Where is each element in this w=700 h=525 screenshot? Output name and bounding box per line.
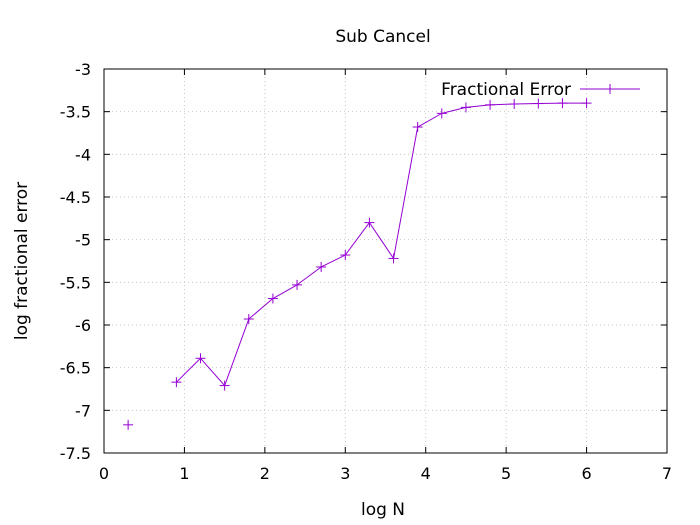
legend-marker-plus	[605, 84, 615, 94]
data-point	[243, 314, 254, 325]
data-point	[219, 380, 230, 391]
legend-marker	[605, 84, 615, 94]
y-tick-label: -3.5	[60, 103, 91, 122]
series-line-segment	[441, 106, 467, 114]
series-line-segment	[344, 222, 370, 256]
y-tick-label: -3	[75, 60, 91, 79]
y-tick-label: -4.5	[60, 188, 91, 207]
y-tick-label: -5	[75, 231, 91, 250]
tick-labels: 0 1 2 3 4 5 6 7 -3 -3.5 -4 -4.5 -5 -5.5 -6 -6.5 -7 -7.5	[60, 60, 672, 483]
x-tick-label: 7	[662, 464, 672, 483]
x-tick-label: 6	[581, 464, 591, 483]
x-tick-label: 1	[179, 464, 189, 483]
data-point	[436, 108, 447, 119]
series-line-segment	[417, 112, 443, 128]
series-line-segment	[224, 318, 250, 386]
y-tick-label: -7.5	[60, 444, 91, 463]
x-tick-label: 0	[99, 464, 109, 483]
data-point	[509, 98, 520, 109]
legend: Fractional Error	[441, 80, 640, 100]
x-tick-label: 3	[340, 464, 350, 483]
data-point	[340, 250, 351, 261]
data-point	[557, 98, 568, 109]
x-tick-label: 4	[421, 464, 431, 483]
y-tick-label: -7	[75, 401, 91, 420]
y-tick-label: -6	[75, 316, 91, 335]
y-tick-label: -5.5	[60, 273, 91, 292]
data-point	[316, 261, 327, 272]
data-point	[267, 293, 278, 304]
data-point	[460, 102, 471, 113]
y-tick-label: -6.5	[60, 359, 91, 378]
data-point	[485, 99, 496, 110]
y-tick-label: -4	[75, 145, 91, 164]
series-line-segment	[272, 284, 298, 299]
series-line-segment	[200, 357, 226, 386]
x-tick-label: 5	[501, 464, 511, 483]
series-line-segment	[176, 357, 201, 383]
data-point	[533, 98, 544, 109]
data-point	[388, 253, 399, 264]
data-point	[292, 279, 303, 290]
series-line-segment	[296, 266, 322, 286]
data-point	[123, 419, 134, 430]
x-axis-title: log N	[361, 500, 405, 520]
y-axis-title: log fractional error	[12, 182, 32, 340]
plot-frame	[103, 68, 668, 454]
data-point	[412, 122, 423, 133]
data-point	[171, 377, 182, 388]
x-tick-label: 2	[260, 464, 270, 483]
data-point	[581, 98, 592, 109]
series-line-segment	[368, 222, 394, 259]
series-line-segment	[248, 298, 274, 320]
series-line-segment	[393, 126, 419, 259]
grid	[104, 69, 667, 453]
series-line-segment	[320, 254, 346, 268]
legend-label: Fractional Error	[441, 80, 571, 100]
series-layer	[123, 98, 592, 430]
data-point	[195, 353, 206, 364]
axis-ticks	[103, 68, 668, 454]
chart-title: Sub Cancel	[335, 27, 430, 47]
data-point	[364, 217, 375, 228]
